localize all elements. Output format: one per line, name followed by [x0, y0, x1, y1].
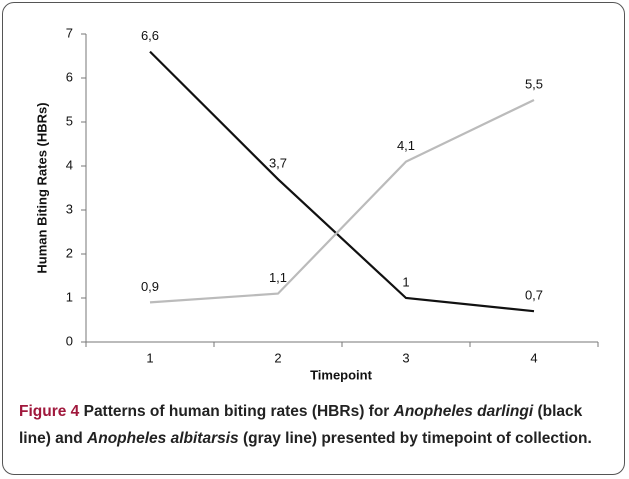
caption-species: Anopheles albitarsis — [87, 429, 239, 447]
y-tick-label: 1 — [66, 289, 73, 304]
caption-text: Patterns of human biting rates (HBRs) fo… — [79, 403, 394, 420]
caption-text: (gray line) presented by timepoint of co… — [238, 429, 592, 447]
x-tick-label: 3 — [402, 350, 409, 365]
chart: Human Biting Rates (HBRs) Timepoint 0 1 2 3… — [34, 25, 599, 382]
data-label: 1 — [402, 274, 409, 289]
x-axis-title: Timepoint — [310, 367, 373, 382]
data-label: 6,6 — [141, 28, 159, 43]
caption-species: Anopheles darlingi — [393, 403, 534, 420]
x-tick-label: 2 — [274, 350, 281, 365]
caption-label: Figure 4 — [19, 403, 80, 420]
data-label: 0,7 — [525, 288, 543, 303]
x-tick-label: 4 — [530, 350, 537, 365]
series-line — [149, 99, 535, 304]
caption-text: (black line) and — [19, 403, 583, 447]
data-label: 1,1 — [269, 270, 287, 285]
caption: Figure 4 Patterns of human biting rates … — [19, 399, 609, 452]
data-label: 0,9 — [141, 279, 159, 294]
data-label: 3,7 — [269, 156, 287, 171]
y-tick-label: 7 — [66, 25, 73, 40]
y-tick-label: 5 — [66, 113, 73, 128]
data-label: 5,5 — [525, 76, 543, 91]
series-line — [149, 50, 535, 313]
data-label: 4,1 — [397, 138, 415, 153]
y-axis-title: Human Biting Rates (HBRs) — [34, 102, 49, 273]
y-tick-label: 6 — [66, 69, 73, 84]
y-tick-label: 2 — [66, 245, 73, 260]
x-tick-label: 1 — [146, 350, 153, 365]
y-tick-label: 4 — [66, 157, 73, 172]
y-tick-label: 3 — [66, 201, 73, 216]
y-tick-label: 0 — [66, 333, 73, 348]
figure: Human Biting Rates (HBRs) Timepoint 0 1 2 3… — [2, 2, 625, 475]
